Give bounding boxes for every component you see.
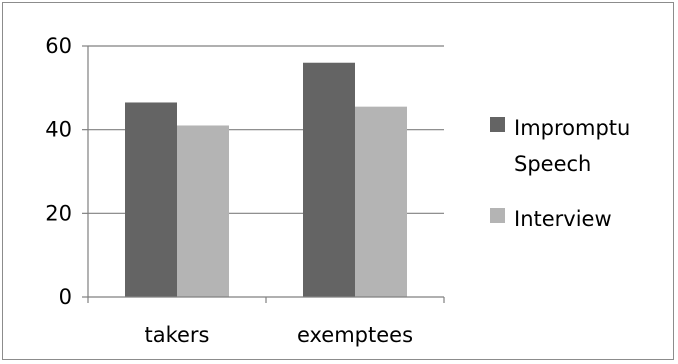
legend-swatch-interview [490,208,505,223]
y-tick-label: 40 [45,118,72,142]
legend-label: Speech [514,152,591,176]
legend-swatch-impromptu-speech [490,117,505,132]
legend-label: Interview [514,207,612,231]
bar-interview-exemptees [355,106,407,298]
y-tick-label: 60 [45,34,72,58]
x-tick-label: takers [144,323,209,347]
bar-interview-takers [177,125,229,297]
legend: Impromptu Speech Interview [490,116,630,231]
legend-label: Impromptu [514,116,630,140]
bar-impromptu-speech-takers [125,102,177,297]
x-tick-label: exemptees [297,323,413,347]
bar-impromptu-speech-exemptees [303,62,355,297]
axes: 0 20 40 60 takers exemptees [45,34,445,347]
bars [125,62,407,298]
y-tick-label: 0 [59,285,72,309]
y-tick-label: 20 [45,201,72,225]
